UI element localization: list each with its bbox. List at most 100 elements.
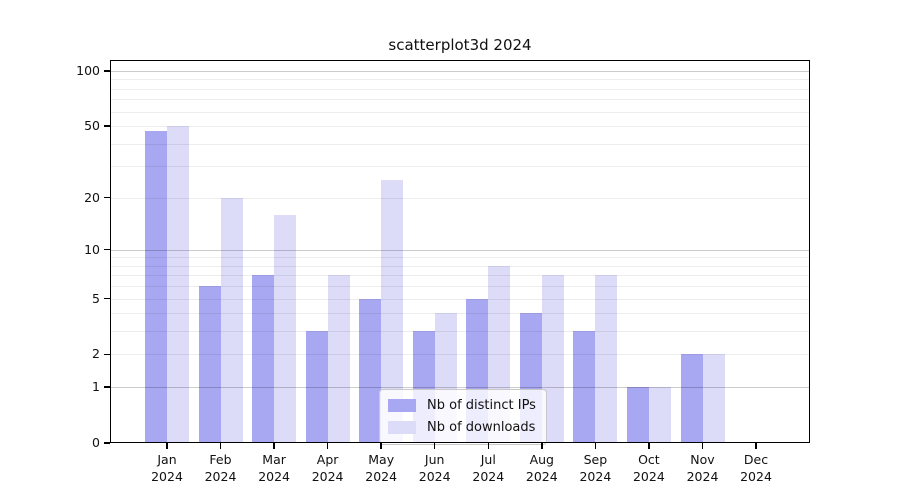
x-tick-label-apr: Apr 2024 xyxy=(296,452,360,485)
y-tick-label-1: 1 xyxy=(92,379,100,395)
bar-downloads-aug xyxy=(541,275,564,443)
legend-item-downloads: Nb of downloads xyxy=(388,420,536,435)
x-tick-label-jun: Jun 2024 xyxy=(403,452,467,485)
x-tick-label-line: 2024 xyxy=(258,468,290,484)
bar-distinct-ips-oct xyxy=(626,387,649,443)
x-tick-label-mar: Mar 2024 xyxy=(242,452,306,485)
x-tick-label-line: Jun xyxy=(424,452,445,467)
y-tick-label-2: 2 xyxy=(92,346,100,362)
bar-downloads-apr xyxy=(327,275,350,443)
bar-downloads-oct xyxy=(648,387,671,443)
x-tick-label-dec: Dec 2024 xyxy=(724,452,788,485)
x-tick-label-feb: Feb 2024 xyxy=(189,452,253,485)
x-tick-mark-mar xyxy=(273,443,275,449)
y-tick-mark-100 xyxy=(104,70,110,72)
gridline-80 xyxy=(110,88,810,90)
x-tick-label-line: 2024 xyxy=(686,468,719,484)
x-tick-label-line: 2024 xyxy=(365,468,398,484)
y-tick-label-5: 5 xyxy=(92,290,100,306)
y-tick-label-20: 20 xyxy=(84,189,100,205)
y-tick-label-50: 50 xyxy=(84,118,100,134)
y-tick-mark-50 xyxy=(104,125,110,127)
gridline-6 xyxy=(110,286,810,288)
x-tick-mark-aug xyxy=(541,443,543,449)
x-tick-label-may: May 2024 xyxy=(349,452,413,485)
legend-item-distinct-ips: Nb of distinct IPs xyxy=(388,398,536,413)
bar-downloads-feb xyxy=(220,197,243,443)
bar-distinct-ips-nov xyxy=(680,354,703,443)
x-tick-mark-jan xyxy=(166,443,168,449)
x-tick-label-line: 2024 xyxy=(579,468,612,484)
gridline-2 xyxy=(110,354,810,356)
x-tick-label-line: 2024 xyxy=(151,468,183,484)
gridline-30 xyxy=(110,166,810,168)
y-tick-mark-5 xyxy=(104,297,110,300)
x-tick-label-line: Dec xyxy=(743,452,769,467)
x-tick-mark-apr xyxy=(326,443,329,449)
x-tick-label-aug: Aug 2024 xyxy=(510,452,574,485)
gridline-7 xyxy=(110,275,810,277)
bar-downloads-may xyxy=(381,180,404,443)
x-tick-label-line: 2024 xyxy=(418,468,451,484)
gridline-90 xyxy=(110,79,810,81)
x-tick-mark-jun xyxy=(433,443,436,449)
bar-distinct-ips-may xyxy=(359,298,382,443)
gridline-100 xyxy=(110,71,810,72)
bar-distinct-ips-sep xyxy=(573,331,596,443)
gridline-4 xyxy=(110,313,810,315)
x-tick-label-line: 2024 xyxy=(311,468,344,484)
y-tick-mark-20 xyxy=(104,196,110,199)
x-tick-label-line: Apr xyxy=(316,452,339,467)
x-tick-label-line: Jan xyxy=(157,452,177,467)
x-tick-label-jan: Jan 2024 xyxy=(135,452,199,485)
x-tick-label-jul: Jul 2024 xyxy=(456,452,520,485)
x-tick-label-sep: Sep 2024 xyxy=(563,452,627,485)
x-tick-label-line: Jul xyxy=(480,452,496,467)
x-tick-label-line: Oct xyxy=(638,452,660,467)
bar-distinct-ips-jan xyxy=(145,131,167,443)
bar-downloads-mar xyxy=(274,214,297,443)
x-tick-mark-may xyxy=(380,443,382,449)
plot-area: Nb of distinct IPs Nb of downloads xyxy=(110,60,810,445)
legend-swatch-downloads xyxy=(388,421,416,434)
x-tick-label-line: Sep xyxy=(583,452,608,467)
chart-title: scatterplot3d 2024 xyxy=(388,36,532,54)
legend-label-downloads: Nb of downloads xyxy=(427,420,536,435)
x-tick-mark-nov xyxy=(701,443,704,449)
gridline-9 xyxy=(110,257,810,259)
bar-downloads-nov xyxy=(702,354,725,443)
y-tick-mark-2 xyxy=(104,353,110,356)
bar-downloads-sep xyxy=(595,275,618,443)
x-tick-mark-jul xyxy=(487,443,490,449)
y-tick-mark-0 xyxy=(104,442,110,444)
y-tick-label-10: 10 xyxy=(84,241,100,257)
gridline-8 xyxy=(110,265,810,267)
x-tick-label-nov: Nov 2024 xyxy=(671,452,735,485)
gridline-70 xyxy=(110,99,810,101)
y-tick-label-100: 100 xyxy=(76,63,100,78)
y-tick-label-0: 0 xyxy=(92,435,100,450)
x-tick-label-line: May xyxy=(368,452,395,467)
x-tick-label-line: 2024 xyxy=(204,468,237,484)
x-tick-mark-oct xyxy=(648,443,650,449)
x-tick-label-line: 2024 xyxy=(632,468,665,484)
legend-swatch-distinct-ips xyxy=(388,399,416,412)
y-tick-mark-10 xyxy=(104,248,110,251)
x-tick-label-line: Feb xyxy=(209,452,232,467)
bar-distinct-ips-apr xyxy=(305,331,328,443)
x-tick-label-line: 2024 xyxy=(740,468,772,484)
x-tick-mark-dec xyxy=(755,443,757,449)
x-tick-label-line: 2024 xyxy=(525,468,558,484)
gridline-10 xyxy=(110,249,810,251)
gridline-50 xyxy=(110,126,810,128)
x-tick-label-line: Aug xyxy=(529,452,554,467)
gridline-20 xyxy=(110,197,810,199)
legend: Nb of distinct IPs Nb of downloads xyxy=(379,389,547,445)
x-tick-mark-sep xyxy=(594,443,597,449)
x-tick-label-line: Mar xyxy=(262,452,286,467)
gridline-3 xyxy=(110,331,810,333)
bar-distinct-ips-feb xyxy=(198,286,221,443)
bar-distinct-ips-mar xyxy=(252,275,275,443)
x-tick-label-oct: Oct 2024 xyxy=(617,452,681,485)
